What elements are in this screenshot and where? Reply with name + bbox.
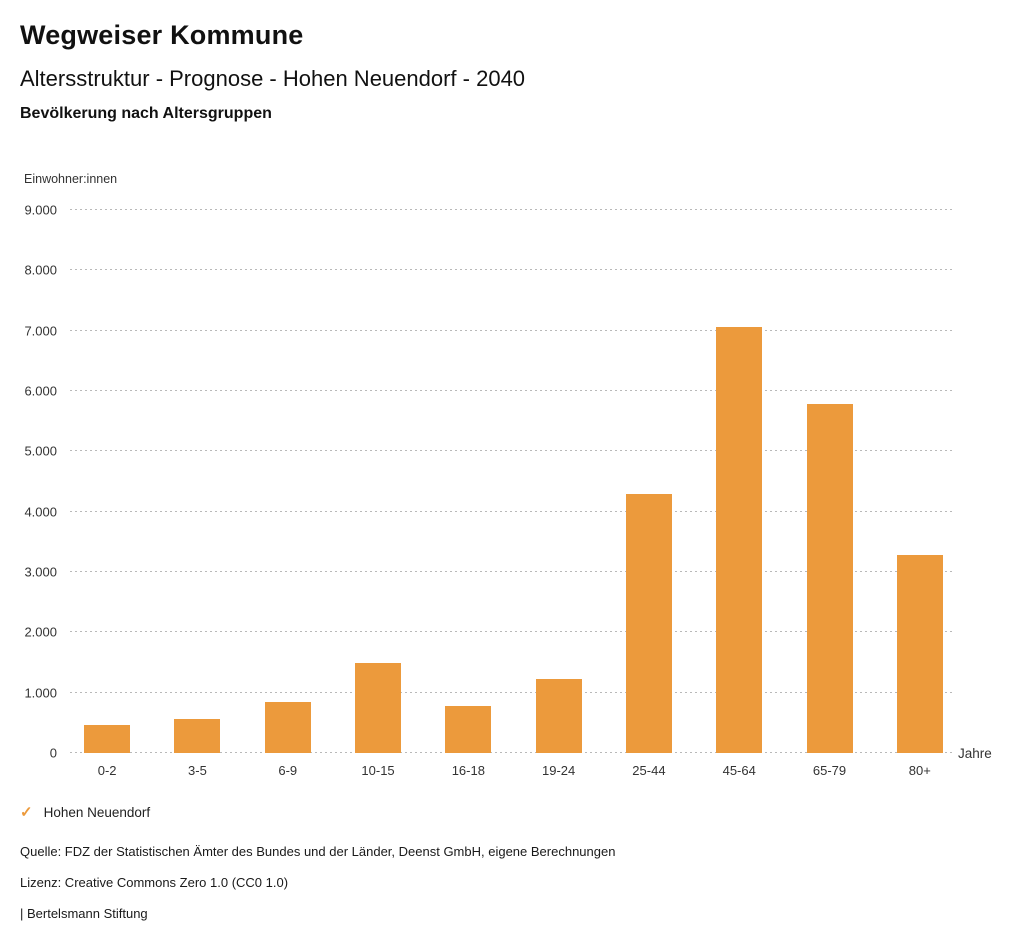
source-text: Quelle: FDZ der Statistischen Ämter des … — [20, 844, 616, 859]
y-axis-labels: 0 1.000 2.000 3.000 4.000 5.000 6.000 7.000 8.00… — [0, 203, 57, 761]
gridline — [70, 752, 952, 753]
x-axis-unit-label: Jahre — [958, 746, 992, 761]
bar-0-2[interactable] — [84, 725, 131, 753]
y-tick-label: 4.000 — [24, 504, 57, 520]
x-tick-label: 19-24 — [542, 763, 576, 778]
chart-subtitle: Bevölkerung nach Altersgruppen — [20, 105, 272, 122]
bar-slot: 16-18 — [423, 210, 513, 778]
gridline — [70, 390, 952, 391]
x-tick-label: 16-18 — [451, 763, 485, 778]
y-tick-label: 2.000 — [24, 624, 57, 640]
bar-80+[interactable] — [896, 555, 943, 753]
x-tick-label: 65-79 — [812, 763, 847, 778]
license-text: Lizenz: Creative Commons Zero 1.0 (CC0 1… — [20, 875, 289, 890]
check-icon: ✓ — [20, 804, 33, 821]
gridline — [70, 209, 952, 210]
bar-65-79[interactable] — [806, 404, 853, 753]
y-axis-unit-label: Einwohner:innen — [24, 172, 118, 186]
y-tick-label: 3.000 — [24, 564, 57, 580]
gridline — [70, 571, 952, 572]
y-tick-label: 5.000 — [24, 443, 57, 459]
bar-10-15[interactable] — [355, 662, 402, 753]
x-tick-label: 25-44 — [632, 763, 666, 778]
x-tick-label: 0-2 — [97, 763, 117, 778]
x-tick-label: 10-15 — [361, 763, 395, 778]
bar-16-18[interactable] — [445, 705, 492, 753]
bar-slot: 10-15 — [333, 210, 423, 778]
bar-45-64[interactable] — [716, 327, 763, 753]
gridline — [70, 510, 952, 512]
gridline — [70, 631, 952, 633]
attribution-text: | Bertelsmann Stiftung — [20, 906, 148, 921]
legend-label: Hohen Neuendorf — [43, 804, 151, 820]
brand-title: Wegweiser Kommune — [20, 20, 304, 50]
bar-slot: 19-24 — [513, 210, 603, 778]
bar-slot: 80+ — [875, 210, 965, 778]
legend-item-hohen-neuendorf[interactable]: ✓ Hohen Neuendorf — [20, 803, 150, 821]
gridline — [70, 691, 952, 693]
bar-25-44[interactable] — [625, 494, 672, 753]
x-tick-label: 45-64 — [722, 763, 756, 778]
y-tick-label: 6.000 — [24, 383, 57, 399]
gridline — [70, 450, 952, 452]
y-tick-label: 1.000 — [24, 685, 57, 701]
plot-gridlines — [70, 209, 952, 753]
bar-slot: 25-44 — [604, 210, 694, 778]
bar-slot: 65-79 — [784, 210, 874, 778]
y-tick-label: 9.000 — [24, 202, 57, 218]
bar-19-24[interactable] — [535, 678, 582, 753]
x-tick-label: 3-5 — [188, 763, 207, 778]
y-tick-label: 0 — [49, 745, 57, 761]
bar-3-5[interactable] — [174, 719, 221, 753]
y-tick-label: 7.000 — [24, 323, 57, 339]
bars-row: 0-2 3-5 6-9 10-15 16-18 19-24 25-44 45-64 65-79 8… — [62, 210, 965, 778]
bar-slot: 45-64 — [694, 210, 784, 778]
gridline — [70, 269, 952, 271]
gridline — [70, 329, 952, 331]
chart-title: Altersstruktur - Prognose - Hohen Neuend… — [20, 66, 526, 91]
x-tick-label: 80+ — [908, 763, 931, 778]
bar-slot: 3-5 — [152, 210, 242, 778]
bar-slot: 6-9 — [243, 210, 333, 778]
bar-slot: 0-2 — [62, 210, 152, 778]
x-tick-label: 6-9 — [278, 763, 298, 778]
y-tick-label: 8.000 — [24, 262, 57, 278]
bar-6-9[interactable] — [264, 701, 311, 753]
